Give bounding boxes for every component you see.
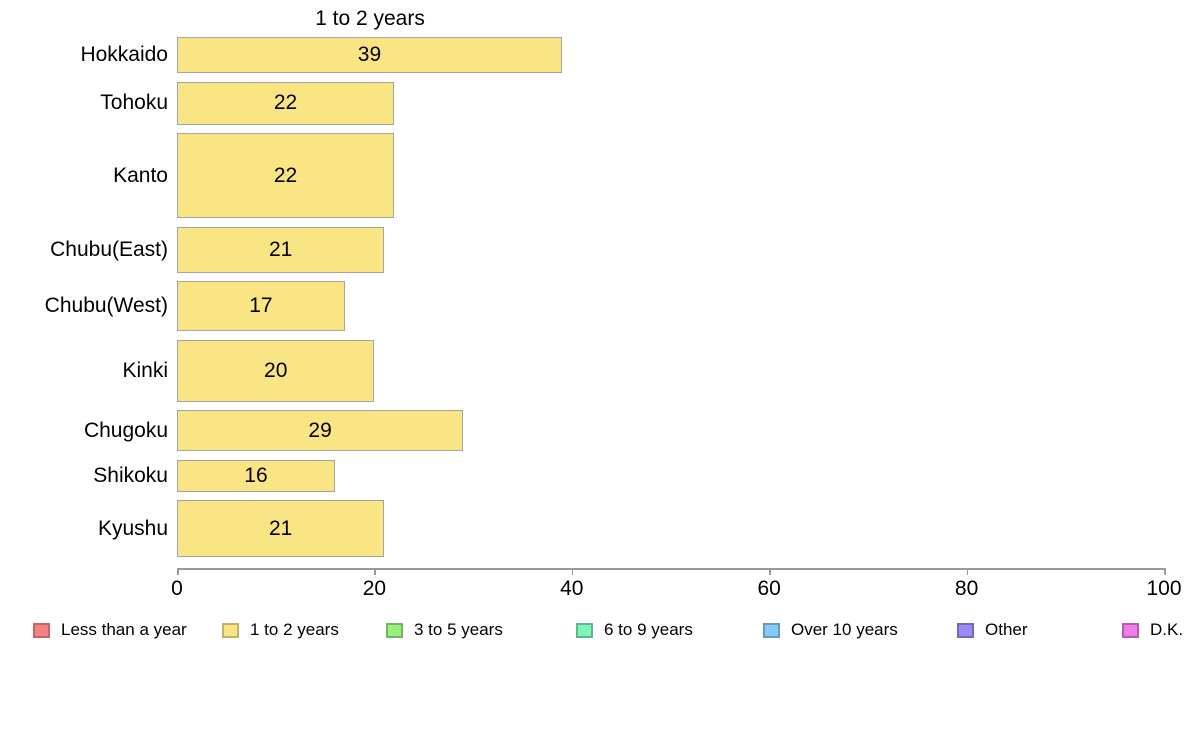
bar-kinki: 20: [177, 339, 375, 402]
legend-item-d-k: D.K.: [1122, 620, 1183, 640]
legend-item-1-to-2-years: 1 to 2 years: [222, 620, 339, 640]
legend-item-other: Other: [957, 620, 1028, 640]
category-label-chubu-west: Chubu(West): [44, 294, 168, 317]
x-axis-tick-label: 40: [560, 577, 584, 600]
bar-shikoku: 16: [177, 459, 335, 492]
legend-label: 6 to 9 years: [604, 620, 693, 639]
x-axis-line: [177, 568, 1164, 570]
bar-value-label: 16: [244, 463, 268, 487]
category-label-kinki: Kinki: [122, 358, 168, 382]
x-axis-tick: [769, 568, 771, 575]
legend-item-3-to-5-years: 3 to 5 years: [386, 620, 503, 640]
category-label-chubu-east: Chubu(East): [50, 237, 168, 261]
bar-hokkaido: 39: [177, 37, 562, 73]
bar-kanto: 22: [177, 133, 395, 218]
legend-label: 3 to 5 years: [414, 620, 503, 639]
category-label-kanto: Kanto: [113, 163, 168, 187]
legend-swatch-6-to-9-years: [576, 622, 593, 638]
legend-label: Over 10 years: [791, 620, 898, 639]
x-axis-tick-label: 20: [362, 577, 387, 600]
bar-value-label: 17: [249, 294, 273, 317]
bar-value-label: 20: [264, 358, 288, 382]
legend-swatch-1-to-2-years: [222, 622, 239, 638]
x-axis-tick-label: 80: [954, 577, 979, 600]
bar-chugoku: 29: [177, 410, 464, 451]
legend-swatch-other: [957, 622, 974, 638]
legend-swatch-d-k: [1122, 622, 1139, 638]
bar-value-label: 21: [268, 237, 293, 261]
category-label-shikoku: Shikoku: [93, 463, 168, 487]
legend-label: Other: [985, 620, 1028, 639]
x-axis-tick-label: 100: [1146, 577, 1182, 600]
bar-chubu-west: 17: [177, 281, 345, 331]
x-axis-tick: [571, 568, 574, 575]
bar-value-label: 29: [308, 418, 332, 442]
bar-value-label: 21: [268, 516, 293, 540]
x-axis-tick-label: 0: [171, 577, 183, 600]
legend-item-over-10-years: Over 10 years: [763, 620, 898, 640]
legend-label: 1 to 2 years: [250, 620, 339, 639]
x-axis-tick: [374, 568, 376, 575]
x-axis-tick: [177, 568, 179, 575]
legend-item-less-than-a-year: Less than a year: [33, 620, 187, 640]
category-label-tohoku: Tohoku: [100, 91, 168, 114]
category-label-kyushu: Kyushu: [97, 516, 168, 540]
x-axis-tick: [966, 568, 969, 575]
category-label-hokkaido: Hokkaido: [80, 43, 168, 66]
bar-chubu-east: 21: [177, 226, 385, 273]
x-axis-tick-label: 60: [757, 577, 781, 600]
bar-tohoku: 22: [177, 81, 395, 125]
legend-label: D.K.: [1150, 620, 1184, 639]
legend-swatch-less-than-a-year: [33, 622, 50, 638]
bar-value-label: 22: [273, 91, 298, 114]
legend-label: Less than a year: [61, 620, 187, 639]
bar-value-label: 39: [357, 43, 382, 66]
legend-item-6-to-9-years: 6 to 9 years: [576, 620, 693, 640]
bar-value-label: 22: [273, 163, 298, 187]
legend-swatch-3-to-5-years: [386, 622, 403, 638]
bar-kyushu: 21: [177, 500, 385, 557]
legend-swatch-over-10-years: [763, 622, 780, 638]
chart-title: 1 to 2 years: [315, 7, 425, 30]
x-axis-tick: [1164, 568, 1166, 575]
category-label-chugoku: Chugoku: [83, 418, 168, 442]
